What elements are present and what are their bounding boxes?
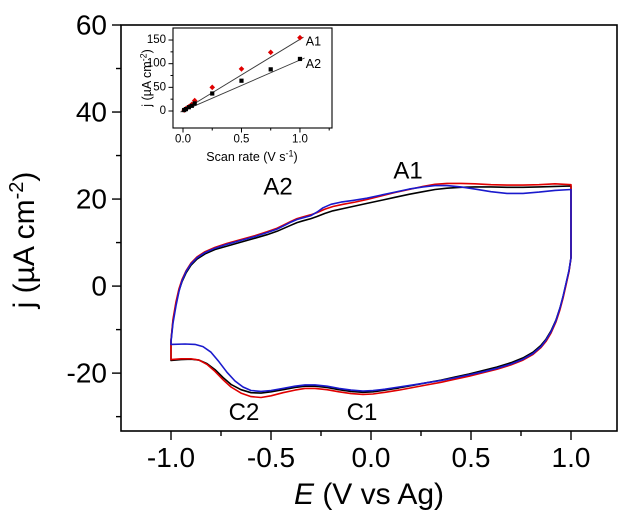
inset-point-a2-square <box>210 91 215 96</box>
x-tick-label: 0.0 <box>352 442 391 473</box>
inset-x-axis-title: Scan rate (V s-1) <box>206 149 297 165</box>
inset-point-a1-diamond <box>209 84 216 91</box>
inset-point-a2-square <box>297 56 303 62</box>
inset-x-tick-label: 1.0 <box>292 134 308 146</box>
peak-annotations: A1 A2 C1 C2 <box>229 158 423 426</box>
annotation-a2-peak: A2 <box>263 173 292 200</box>
y-axis-title-pre: j (µA cm <box>8 199 41 309</box>
inset-x-axis-title-post: ) <box>294 150 298 164</box>
annotation-c2-peak: C2 <box>229 399 260 426</box>
inset-y-axis-title-pre: j (µA cm <box>140 61 154 107</box>
y-axis-title-post: ) <box>8 172 41 182</box>
main-axis-ticks <box>112 24 572 440</box>
inset-y-axis-title-superscript: -2 <box>139 53 149 61</box>
y-axis-title: j (µA cm-2) <box>6 172 41 310</box>
y-axis-title-superscript: -2 <box>6 182 28 200</box>
inset-axis-tick-labels: 0.0 0.5 1.0 0 50 100 150 <box>147 34 308 145</box>
inset-data-series <box>180 34 305 113</box>
y-tick-label: 20 <box>76 184 107 215</box>
x-axis-title-units: (V vs Ag) <box>314 478 444 511</box>
inset-x-axis-title-superscript: -1 <box>286 149 294 159</box>
x-tick-label: 1.0 <box>552 442 591 473</box>
inset-point-a2-square <box>268 67 273 72</box>
inset-y-axis-title-post: ) <box>140 49 154 53</box>
inset-point-a1-diamond <box>297 34 303 41</box>
cv-curves <box>170 182 572 399</box>
inset-fit-line-a1 <box>180 36 304 113</box>
inset-y-tick-label: 100 <box>147 58 166 70</box>
inset-fit-line-a2 <box>180 57 305 113</box>
x-tick-label: 0.5 <box>452 442 491 473</box>
inset-label-a1: A1 <box>306 34 321 48</box>
x-tick-label: -1.0 <box>147 442 195 473</box>
inset-y-tick-label: 0 <box>160 105 166 117</box>
inset-y-tick-label: 50 <box>153 81 166 93</box>
main-plot-frame <box>120 24 618 432</box>
x-axis-title: E (V vs Ag) <box>294 478 444 511</box>
inset-point-a2-square <box>192 101 197 106</box>
annotation-c1-peak: C1 <box>347 399 378 426</box>
y-tick-label: 0 <box>91 271 107 302</box>
inset-point-a2-square <box>239 78 244 83</box>
inset-plot-frame <box>172 27 333 129</box>
inset-point-a1-diamond <box>267 49 274 56</box>
cv-curve-cycle-black <box>170 185 572 394</box>
y-tick-label: -20 <box>67 358 107 389</box>
y-tick-label: 40 <box>76 97 107 128</box>
inset-y-axis-title: j (µA cm-2) <box>139 49 155 108</box>
cv-curve-cycle-blue <box>170 184 572 393</box>
inset-y-tick-label: 150 <box>147 34 166 46</box>
x-tick-label: -0.5 <box>247 442 295 473</box>
inset-label-a2: A2 <box>306 57 321 71</box>
cv-curve-cycle-red <box>170 182 572 399</box>
y-tick-label: 60 <box>76 10 107 41</box>
inset-x-tick-label: 0.5 <box>233 134 249 146</box>
inset-point-a1-diamond <box>238 66 245 72</box>
annotation-a1-peak: A1 <box>393 158 422 185</box>
x-axis-title-symbol: E <box>294 478 315 511</box>
inset-axis-ticks <box>168 39 330 133</box>
inset-point-a2-square <box>183 107 189 112</box>
inset-x-axis-title-pre: Scan rate (V s <box>206 150 285 164</box>
inset-point-a2-square <box>189 103 194 108</box>
inset-point-a2-square <box>186 105 191 110</box>
inset-x-tick-label: 0.0 <box>175 134 191 146</box>
